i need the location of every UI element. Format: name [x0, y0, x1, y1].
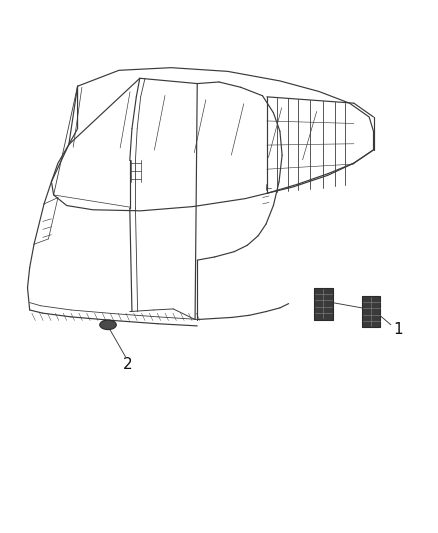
Ellipse shape: [100, 320, 116, 329]
Polygon shape: [314, 288, 332, 319]
Text: 2: 2: [123, 357, 132, 372]
Polygon shape: [362, 296, 381, 327]
Text: 1: 1: [393, 321, 403, 336]
